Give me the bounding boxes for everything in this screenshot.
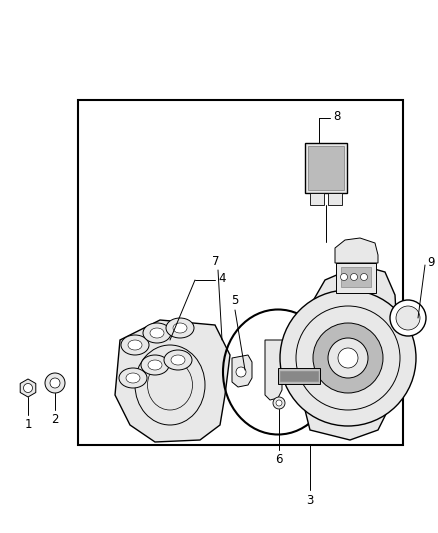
Circle shape [280, 290, 416, 426]
Circle shape [273, 397, 285, 409]
Circle shape [50, 378, 60, 388]
Circle shape [396, 306, 420, 330]
Circle shape [45, 373, 65, 393]
Polygon shape [300, 265, 398, 440]
Text: 5: 5 [231, 294, 239, 307]
Text: 7: 7 [212, 255, 220, 268]
Circle shape [328, 338, 368, 378]
Ellipse shape [128, 340, 142, 350]
Circle shape [296, 306, 400, 410]
Ellipse shape [141, 355, 169, 375]
Text: 8: 8 [333, 110, 340, 124]
Text: 6: 6 [275, 453, 283, 466]
Circle shape [390, 300, 426, 336]
Circle shape [313, 323, 383, 393]
Text: 3: 3 [306, 494, 314, 507]
Polygon shape [335, 238, 378, 263]
Text: 4: 4 [218, 271, 226, 285]
Bar [280, 371, 318, 381]
Bar [308, 146, 344, 190]
Circle shape [24, 384, 32, 392]
Circle shape [276, 400, 282, 406]
Ellipse shape [166, 318, 194, 338]
Ellipse shape [173, 323, 187, 333]
Circle shape [236, 367, 246, 377]
Text: 2: 2 [51, 413, 59, 426]
Circle shape [360, 273, 367, 280]
Polygon shape [265, 340, 292, 400]
Ellipse shape [126, 373, 140, 383]
Ellipse shape [148, 360, 162, 370]
Ellipse shape [150, 328, 164, 338]
Bar [328, 193, 342, 205]
Text: 9: 9 [427, 256, 434, 270]
Circle shape [338, 348, 358, 368]
Bar [341, 267, 371, 287]
Bar [336, 263, 376, 293]
Bar [310, 193, 324, 205]
Polygon shape [20, 379, 36, 397]
Bar [305, 143, 347, 193]
Ellipse shape [171, 355, 185, 365]
Bar [278, 368, 320, 384]
Ellipse shape [164, 350, 192, 370]
Circle shape [340, 273, 347, 280]
Circle shape [350, 273, 357, 280]
Ellipse shape [121, 335, 149, 355]
Bar [78, 100, 403, 445]
Text: 1: 1 [24, 418, 32, 431]
Ellipse shape [143, 323, 171, 343]
Polygon shape [232, 355, 252, 387]
Ellipse shape [119, 368, 147, 388]
Polygon shape [115, 320, 230, 442]
